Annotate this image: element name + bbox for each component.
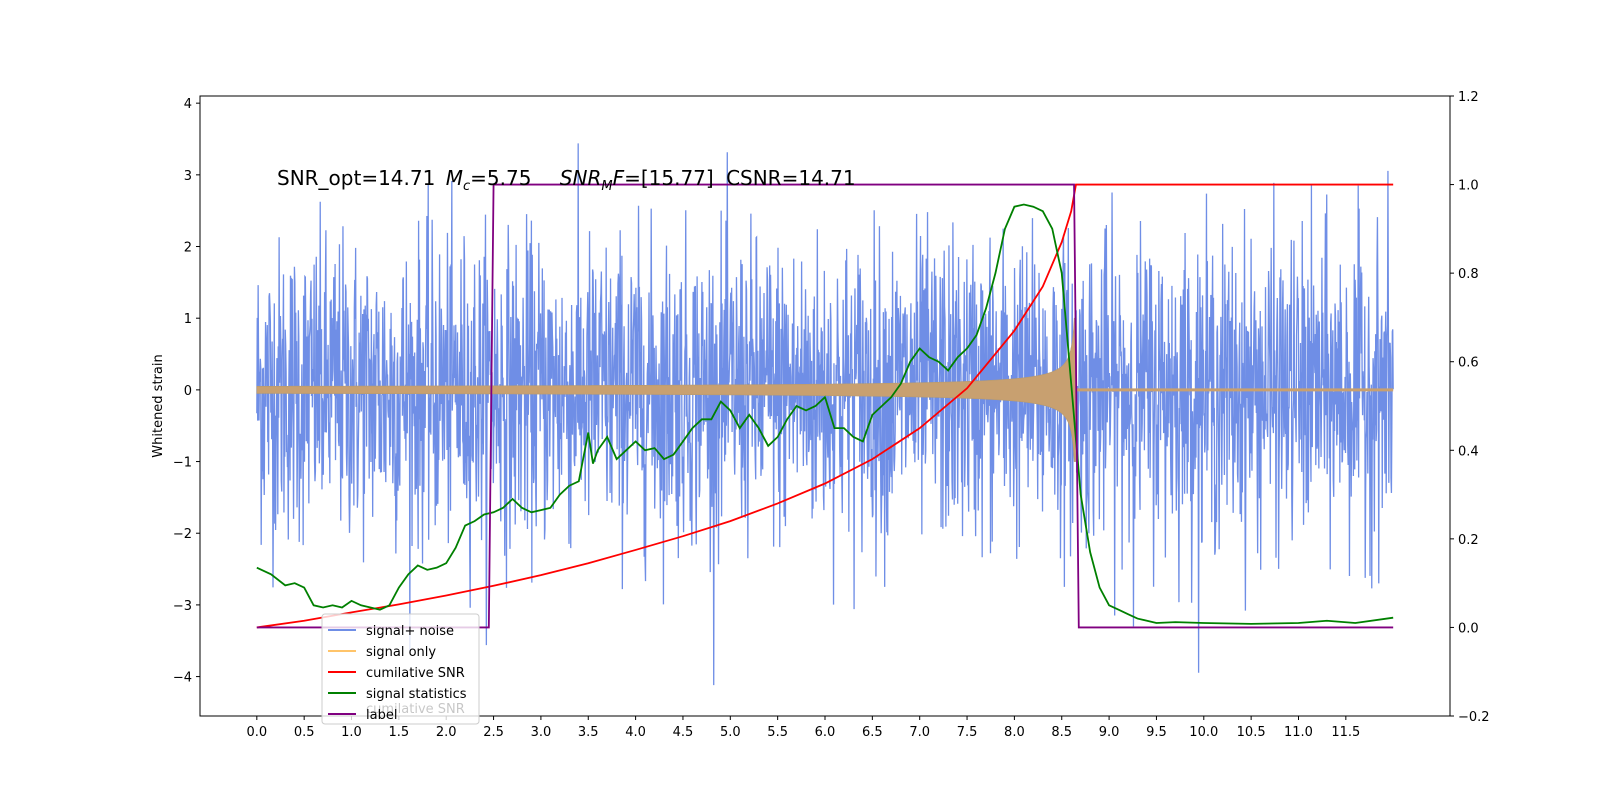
series-signal-noise-line: [256, 143, 1394, 686]
annotation-mc-value: =5.75: [470, 166, 531, 190]
x-tick-label: 2.0: [436, 725, 457, 740]
y-left-tick-label: 3: [184, 169, 192, 184]
chart-annotation: SNR_opt=14.71 Mc=5.75 SNRMF=[15.77] CSNR…: [277, 166, 856, 194]
x-tick-label: 0.5: [294, 725, 315, 740]
y-left-tick-label: 2: [184, 241, 192, 256]
x-tick-label: 5.5: [767, 725, 788, 740]
annotation-snr-mf-value: =[15.77]: [624, 166, 714, 190]
y-right-tick-label: −0.2: [1458, 710, 1490, 725]
y-left-tick-label: −4: [173, 671, 192, 686]
y-right-tick-label: 0.2: [1458, 533, 1479, 548]
x-tick-label: 6.5: [862, 725, 883, 740]
annotation-snr-opt: SNR_opt=14.71: [277, 166, 435, 190]
legend-label: cumilative SNR: [366, 666, 465, 681]
legend: cumilative SNR signal+ noise signal only c…: [321, 613, 480, 725]
x-tick-label: 10.0: [1189, 725, 1218, 740]
y-left-tick-label: −2: [173, 527, 192, 542]
legend-ghost-text: cumilative SNR: [366, 702, 465, 717]
x-tick-label: 7.5: [957, 725, 978, 740]
legend-box: [321, 613, 480, 725]
annotation-mc-subscript: c: [463, 179, 470, 194]
x-tick-label: 4.5: [673, 725, 694, 740]
x-tick-label: 10.5: [1237, 725, 1266, 740]
x-tick-label: 9.0: [1099, 725, 1120, 740]
y-right-tick-label: 1.0: [1458, 179, 1479, 194]
series-signal-only-envelope: [256, 317, 1077, 462]
y-right-tick-label: 0.0: [1458, 621, 1479, 636]
x-tick-label: 6.0: [815, 725, 836, 740]
y-left-tick-label: 0: [184, 384, 192, 399]
x-tick-label: 11.0: [1284, 725, 1313, 740]
y-left-tick-label: −3: [173, 599, 192, 614]
y-right-tick-label: 0.8: [1458, 267, 1479, 282]
x-tick-label: 9.5: [1146, 725, 1167, 740]
annotation-snr-mf-tail: F: [613, 166, 625, 190]
y-right-axis: 1.2 1.0 0.8 0.6 0.4 0.2 0.0 −0.2: [1450, 90, 1490, 725]
y-left-axis: 4 3 2 1 0 −1 −2 −3 −4: [173, 97, 200, 686]
x-tick-label: 3.5: [578, 725, 599, 740]
x-tick-label: 1.0: [341, 725, 362, 740]
x-tick-label: 5.0: [720, 725, 741, 740]
x-axis: 0.0 0.5 1.0 1.5 2.0 2.5 3.0 3.5 4.0 4.5 5.0 5.5 6.0 6…: [246, 716, 1360, 740]
y-axis-label: Whitened strain: [151, 354, 166, 457]
legend-label: signal only: [366, 645, 436, 660]
y-left-tick-label: 4: [184, 97, 192, 112]
y-right-tick-label: 1.2: [1458, 90, 1479, 105]
legend-label: label: [366, 708, 397, 723]
x-tick-label: 11.5: [1331, 725, 1360, 740]
x-tick-label: 8.5: [1051, 725, 1072, 740]
y-left-tick-label: 1: [184, 312, 192, 327]
y-left-tick-label: −1: [173, 456, 192, 471]
annotation-csnr: CSNR=14.71: [726, 166, 856, 190]
legend-label: signal statistics: [366, 687, 467, 702]
annotation-snr-mf-symbol: SNR: [560, 166, 602, 190]
y-right-tick-label: 0.6: [1458, 356, 1479, 371]
x-tick-label: 4.0: [625, 725, 646, 740]
x-tick-label: 3.0: [531, 725, 552, 740]
legend-label: signal+ noise: [366, 624, 454, 639]
annotation-snr-mf-subscript: M: [601, 179, 612, 194]
series-cumilative-snr-line: [256, 183, 1394, 629]
x-tick-label: 8.0: [1004, 725, 1025, 740]
x-tick-label: 7.0: [909, 725, 930, 740]
x-tick-label: 1.5: [389, 725, 410, 740]
annotation-mc-symbol: M: [446, 166, 463, 190]
x-tick-label: 2.5: [483, 725, 504, 740]
y-right-tick-label: 0.4: [1458, 444, 1479, 459]
x-tick-label: 0.0: [246, 725, 267, 740]
series-signal-statistics-line: [256, 203, 1394, 625]
